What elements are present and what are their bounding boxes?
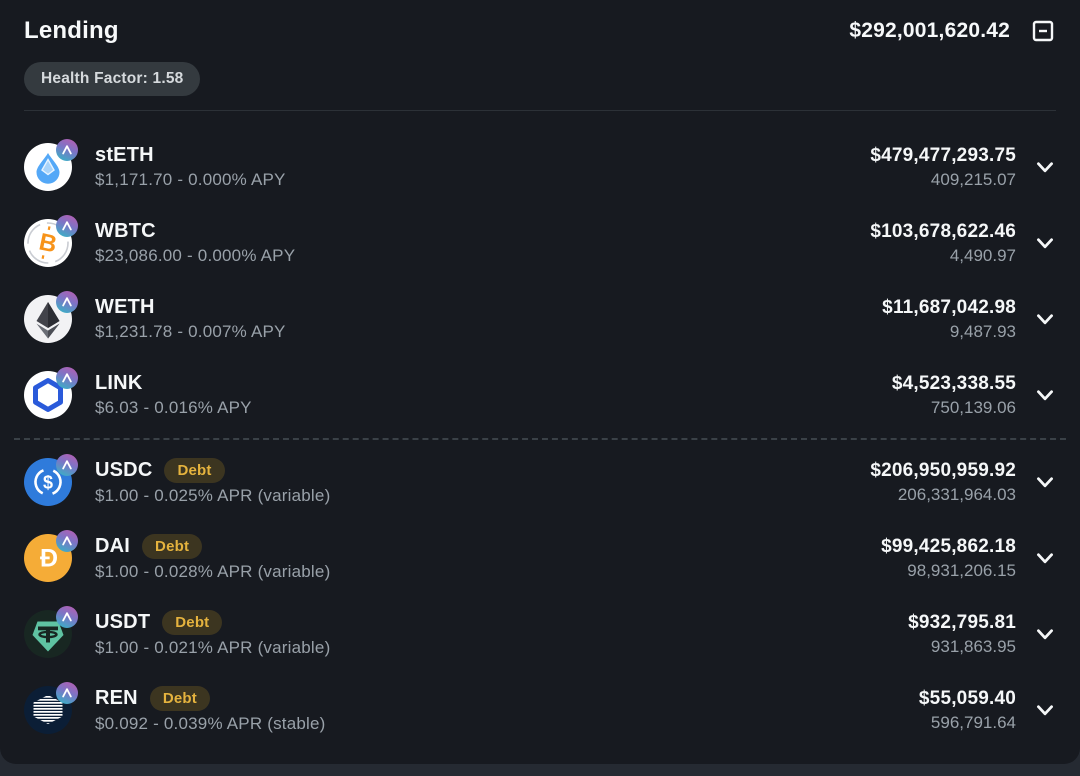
chevron-down-icon[interactable] xyxy=(1030,623,1060,645)
chevron-down-icon[interactable] xyxy=(1030,699,1060,721)
usdt-token-icon xyxy=(24,606,78,658)
asset-balance: 931,863.95 xyxy=(930,636,1016,656)
asset-balance: 9,487.93 xyxy=(949,321,1016,341)
asset-symbol: USDC xyxy=(95,459,153,481)
steth-token-icon xyxy=(24,139,78,191)
asset-row-steth[interactable]: stETH $1,171.70 - 0.000% APY $479,477,29… xyxy=(0,129,1080,205)
asset-row-wbtc[interactable]: B WBTC $23,086.00 - 0.000% APY $103,678,… xyxy=(0,205,1080,281)
asset-row-weth[interactable]: WETH $1,231.78 - 0.007% APY $11,687,042.… xyxy=(0,281,1080,357)
asset-usd-value: $206,950,959.92 xyxy=(870,459,1016,481)
aave-protocol-icon xyxy=(56,139,78,161)
asset-list: stETH $1,171.70 - 0.000% APY $479,477,29… xyxy=(0,111,1080,748)
debt-badge: Debt xyxy=(162,610,223,635)
asset-usd-value: $932,795.81 xyxy=(908,611,1016,633)
asset-balance: 206,331,964.03 xyxy=(897,484,1016,504)
debt-badge: Debt xyxy=(149,686,210,711)
link-token-icon xyxy=(24,367,78,419)
svg-text:$: $ xyxy=(43,473,53,493)
chevron-down-icon[interactable] xyxy=(1030,308,1060,330)
aave-protocol-icon xyxy=(56,606,78,628)
chevron-down-icon[interactable] xyxy=(1030,384,1060,406)
asset-balance: 596,791.64 xyxy=(930,712,1016,732)
chevron-down-icon[interactable] xyxy=(1030,471,1060,493)
asset-usd-value: $11,687,042.98 xyxy=(882,296,1016,318)
asset-row-dai[interactable]: Đ DAI Debt $1.00 - 0.028% APR (variable)… xyxy=(0,520,1080,596)
asset-usd-value: $4,523,338.55 xyxy=(891,372,1016,394)
aave-protocol-icon xyxy=(56,682,78,704)
asset-price-apy: $23,086.00 - 0.000% APY xyxy=(95,246,296,265)
asset-symbol: REN xyxy=(95,687,138,709)
asset-balance: 4,490.97 xyxy=(949,245,1016,265)
asset-symbol: LINK xyxy=(95,372,143,394)
asset-row-link[interactable]: LINK $6.03 - 0.016% APY $4,523,338.55 75… xyxy=(0,357,1080,433)
asset-usd-value: $99,425,862.18 xyxy=(881,535,1016,557)
debt-badge: Debt xyxy=(142,534,203,559)
asset-price-apr: $1.00 - 0.025% APR (variable) xyxy=(95,486,331,505)
aave-protocol-icon xyxy=(56,530,78,552)
asset-price-apr: $1.00 - 0.028% APR (variable) xyxy=(95,562,331,581)
aave-protocol-icon xyxy=(56,215,78,237)
asset-price-apy: $6.03 - 0.016% APY xyxy=(95,398,252,417)
health-factor-badge: Health Factor: 1.58 xyxy=(24,62,201,96)
aave-protocol-icon xyxy=(56,291,78,313)
lending-total-value: $292,001,620.42 xyxy=(849,19,1010,42)
asset-row-usdt[interactable]: USDT Debt $1.00 - 0.021% APR (variable) … xyxy=(0,596,1080,672)
asset-balance: 750,139.06 xyxy=(930,397,1016,417)
asset-symbol: WETH xyxy=(95,296,155,318)
chevron-down-icon[interactable] xyxy=(1030,232,1060,254)
svg-text:Đ: Đ xyxy=(40,545,58,573)
svg-text:B: B xyxy=(37,228,60,258)
asset-price-apy: $1,231.78 - 0.007% APY xyxy=(95,322,286,341)
minus-square-icon xyxy=(1032,20,1054,42)
asset-row-ren[interactable]: REN Debt $0.092 - 0.039% APR (stable) $5… xyxy=(0,672,1080,748)
asset-price-apy: $1,171.70 - 0.000% APY xyxy=(95,170,286,189)
asset-symbol: stETH xyxy=(95,144,154,166)
asset-balance: 98,931,206.15 xyxy=(907,560,1016,580)
collapse-section-button[interactable] xyxy=(1030,18,1056,44)
wbtc-token-icon: B xyxy=(24,215,78,267)
asset-usd-value: $55,059.40 xyxy=(918,687,1016,709)
weth-token-icon xyxy=(24,291,78,343)
ren-token-icon xyxy=(24,682,78,734)
debt-badge: Debt xyxy=(164,458,225,483)
asset-symbol: USDT xyxy=(95,611,151,633)
page-title: Lending xyxy=(24,17,119,44)
dai-token-icon: Đ xyxy=(24,530,78,582)
asset-price-apr: $1.00 - 0.021% APR (variable) xyxy=(95,638,331,657)
asset-row-usdc[interactable]: $ USDC Debt $1.00 - 0.025% APR (variable… xyxy=(0,444,1080,520)
asset-symbol: DAI xyxy=(95,535,131,557)
usdc-token-icon: $ xyxy=(24,454,78,506)
asset-symbol: WBTC xyxy=(95,220,156,242)
asset-usd-value: $103,678,622.46 xyxy=(870,220,1016,242)
asset-price-apr: $0.092 - 0.039% APR (stable) xyxy=(95,714,326,733)
aave-protocol-icon xyxy=(56,454,78,476)
aave-protocol-icon xyxy=(56,367,78,389)
supply-debt-divider xyxy=(14,438,1066,440)
lending-header: Lending $292,001,620.42 Health Factor: 1… xyxy=(0,0,1080,111)
header-divider xyxy=(24,110,1056,111)
asset-usd-value: $479,477,293.75 xyxy=(870,144,1016,166)
asset-balance: 409,215.07 xyxy=(930,169,1016,189)
chevron-down-icon[interactable] xyxy=(1030,156,1060,178)
chevron-down-icon[interactable] xyxy=(1030,547,1060,569)
